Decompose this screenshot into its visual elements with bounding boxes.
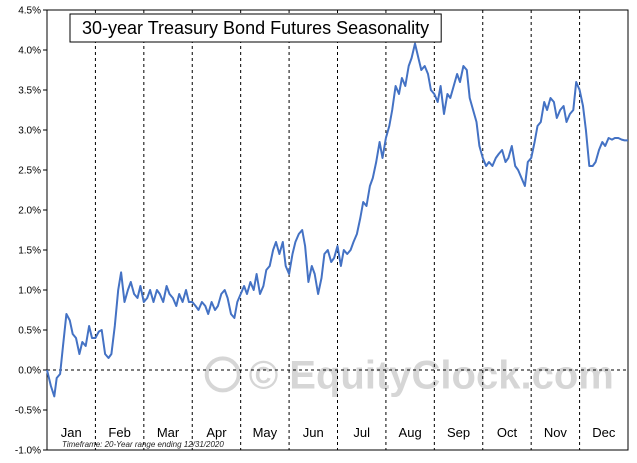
y-tick-label: -1.0% (15, 446, 41, 457)
x-tick-label: Dec (592, 425, 616, 440)
x-tick-label: Oct (497, 425, 518, 440)
x-tick-label: Jun (303, 425, 324, 440)
y-tick-label: 4.0% (18, 46, 41, 57)
x-tick-label: Jul (353, 425, 370, 440)
timeframe-footnote: Timeframe: 20-Year range ending 12/31/20… (62, 440, 224, 449)
y-tick-label: 1.5% (18, 246, 41, 257)
x-tick-label: May (253, 425, 278, 440)
y-tick-label: 3.5% (18, 86, 41, 97)
seasonality-line (46, 42, 628, 398)
y-tick-label: 0.5% (18, 326, 41, 337)
x-tick-label: Nov (544, 425, 568, 440)
y-tick-label: 0.0% (18, 366, 41, 377)
x-tick-label: Aug (399, 425, 422, 440)
y-tick-label: 3.0% (18, 126, 41, 137)
watermark-logo (204, 356, 241, 393)
x-tick-label: Mar (157, 425, 180, 440)
x-tick-label: Apr (206, 425, 227, 440)
y-tick-label: 2.5% (18, 166, 41, 177)
watermark-text: © EquityClock.com (249, 353, 614, 397)
chart-title: 30-year Treasury Bond Futures Seasonalit… (82, 18, 429, 38)
y-tick-label: -0.5% (15, 406, 41, 417)
x-tick-label: Feb (108, 425, 130, 440)
y-tick-label: 2.0% (18, 206, 41, 217)
x-tick-label: Sep (447, 425, 470, 440)
title-box (69, 13, 442, 43)
x-tick-label: Jan (61, 425, 82, 440)
y-tick-label: 1.0% (18, 286, 41, 297)
y-tick-label: 4.5% (18, 6, 41, 17)
